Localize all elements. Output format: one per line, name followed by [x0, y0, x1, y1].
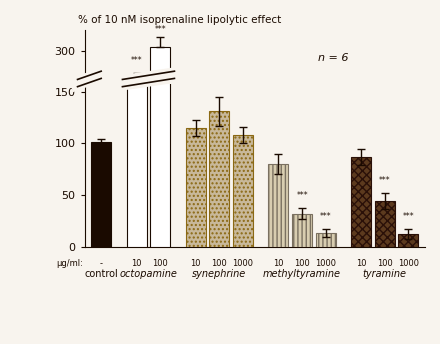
Bar: [375, 201, 395, 247]
Text: 1000: 1000: [315, 259, 336, 268]
Bar: [186, 128, 206, 247]
Text: 10: 10: [132, 259, 142, 268]
Bar: [292, 214, 312, 247]
Text: 10: 10: [273, 259, 284, 268]
Text: 10: 10: [191, 259, 201, 268]
Bar: [351, 157, 371, 247]
Bar: [233, 135, 253, 247]
Text: control: control: [84, 269, 118, 279]
Text: 1000: 1000: [398, 259, 419, 268]
Text: -: -: [100, 259, 103, 268]
Text: 100: 100: [294, 259, 310, 268]
Text: ***: ***: [379, 176, 391, 185]
Text: 10: 10: [356, 259, 367, 268]
Text: ***: ***: [403, 212, 414, 221]
Bar: [127, 78, 147, 247]
Text: octopamine: octopamine: [120, 269, 177, 279]
Text: µg/ml:: µg/ml:: [57, 259, 84, 268]
Bar: [150, 47, 170, 247]
Bar: [315, 233, 336, 247]
Text: 100: 100: [152, 259, 168, 268]
Text: synephrine: synephrine: [192, 269, 246, 279]
Bar: [268, 164, 289, 247]
Text: ***: ***: [296, 191, 308, 200]
Bar: [398, 234, 418, 247]
Text: ***: ***: [131, 56, 143, 65]
Text: 100: 100: [377, 259, 392, 268]
Bar: [209, 111, 229, 247]
Text: ***: ***: [154, 25, 166, 34]
Text: n = 6: n = 6: [318, 53, 348, 63]
Text: tyramine: tyramine: [363, 269, 407, 279]
Text: 100: 100: [212, 259, 227, 268]
Text: 1000: 1000: [232, 259, 253, 268]
Bar: [84, 74, 425, 84]
Text: methyltyramine: methyltyramine: [263, 269, 341, 279]
Text: ***: ***: [320, 212, 331, 221]
Text: % of 10 nM isoprenaline lipolytic effect: % of 10 nM isoprenaline lipolytic effect: [78, 15, 281, 25]
Bar: [91, 142, 111, 247]
